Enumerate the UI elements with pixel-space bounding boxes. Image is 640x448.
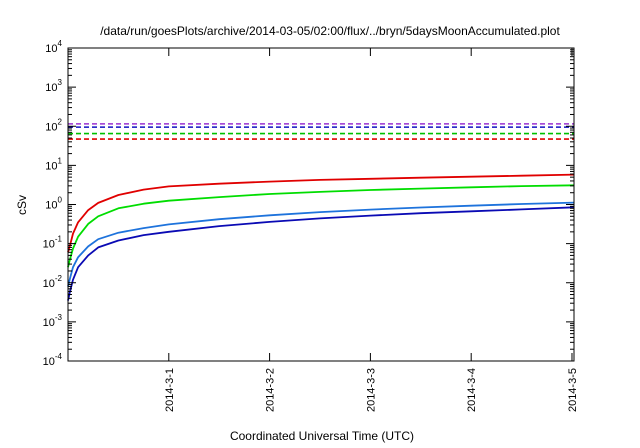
- series-line-3: [67, 206, 575, 301]
- x-tick-label: 2014-3-4: [466, 368, 478, 412]
- y-tick-base: 10: [45, 43, 57, 55]
- y-tick-base: 10: [45, 121, 57, 133]
- y-tick-exponent: -3: [55, 313, 63, 322]
- x-axis-ticks: 2014-3-1 2014-3-2 2014-3-3 2014-3-4 2014-3-5: [164, 48, 579, 412]
- y-tick-base: 10: [43, 278, 55, 290]
- y-tick-exponent: -1: [55, 235, 63, 244]
- x-axis-label: Coordinated Universal Time (UTC): [230, 429, 414, 443]
- y-tick-exponent: -4: [55, 352, 63, 361]
- y-tick-label: 104: [45, 39, 62, 55]
- y-tick-label: 100: [45, 196, 62, 212]
- y-tick-label: 103: [45, 78, 62, 94]
- x-tick-label: 2014-3-2: [265, 368, 277, 412]
- y-tick-label: 10-4: [43, 352, 63, 368]
- data-series: [67, 173, 575, 301]
- y-tick-exponent: 0: [58, 196, 63, 205]
- x-tick-label: 2014-3-5: [567, 368, 579, 412]
- y-tick-label: 102: [45, 117, 62, 133]
- y-tick-base: 10: [43, 317, 55, 329]
- y-tick-exponent: 2: [58, 117, 63, 126]
- series-line-2: [67, 201, 575, 287]
- y-tick-exponent: 3: [58, 78, 63, 87]
- y-tick-base: 10: [45, 160, 57, 172]
- series-line-0: [67, 173, 575, 253]
- y-tick-base: 10: [43, 239, 55, 251]
- y-tick-exponent: -2: [55, 274, 63, 283]
- y-tick-base: 10: [45, 82, 57, 94]
- series-line-1: [67, 184, 575, 268]
- y-axis-label: cSv: [15, 195, 29, 215]
- y-tick-label: 10-2: [43, 274, 63, 290]
- y-tick-label: 10-3: [43, 313, 63, 329]
- x-tick-label: 2014-3-3: [365, 368, 377, 412]
- threshold-lines: [68, 123, 574, 140]
- y-tick-exponent: 4: [58, 39, 63, 48]
- y-tick-exponent: 1: [58, 156, 63, 165]
- y-tick-label: 10-1: [43, 235, 63, 251]
- y-tick-label: 101: [45, 156, 62, 172]
- chart-title: /data/run/goesPlots/archive/2014-03-05/0…: [100, 24, 560, 38]
- y-tick-base: 10: [45, 200, 57, 212]
- y-tick-base: 10: [43, 356, 55, 368]
- x-tick-label: 2014-3-1: [164, 368, 176, 412]
